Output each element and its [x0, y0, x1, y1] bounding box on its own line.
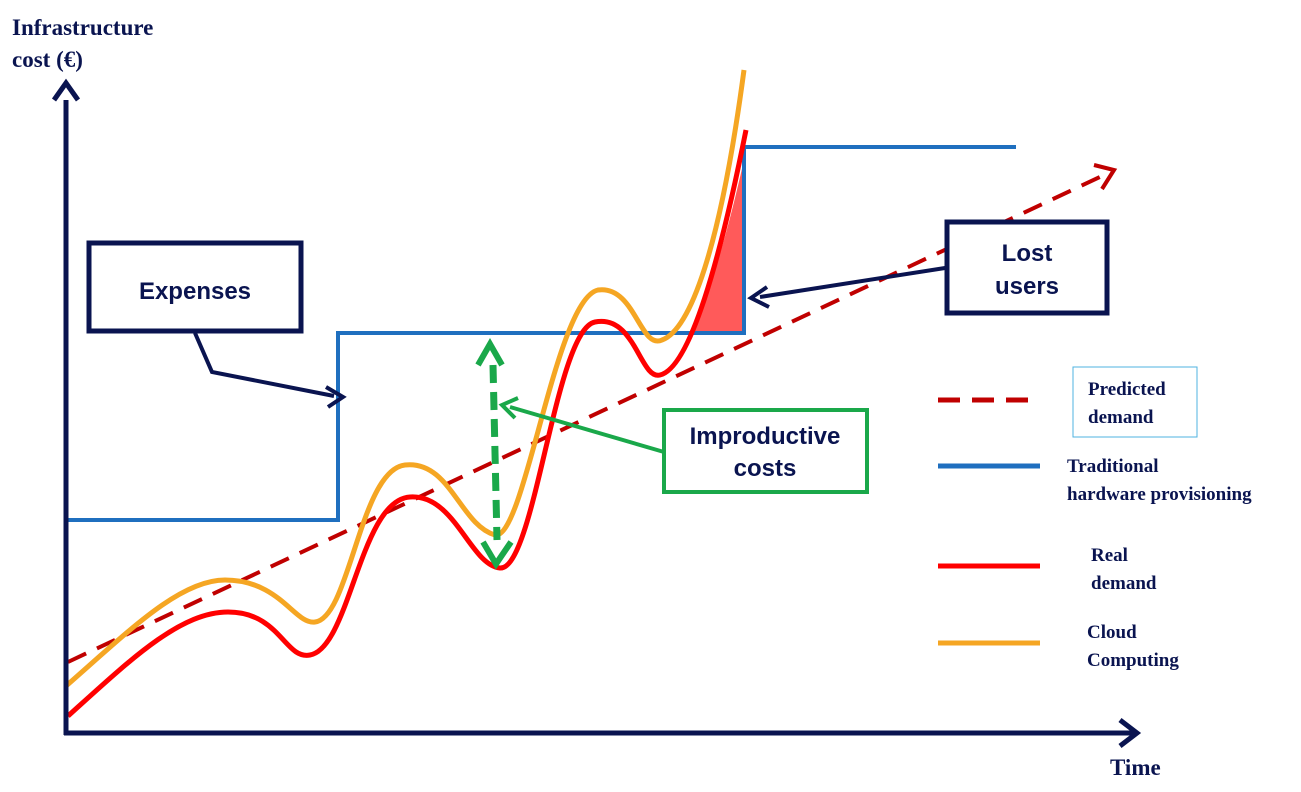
lost-users-label-line1: Lost: [1002, 240, 1053, 267]
legend-predicted-line1: Predicted: [1088, 379, 1166, 400]
improductive-arrowhead-top: [475, 337, 505, 367]
legend-real-line2: demand: [1091, 573, 1157, 594]
expenses-box: [86, 240, 304, 334]
x-axis-title: Time: [1110, 755, 1161, 780]
lost-users-area: [689, 160, 744, 333]
legend: Predicted demand Traditional hardware pr…: [938, 366, 1252, 671]
legend-real-line1: Real: [1091, 545, 1128, 566]
legend-traditional-line1: Traditional: [1067, 456, 1159, 477]
legend-cloud-line2: Computing: [1087, 650, 1179, 671]
y-axis-title-line1: Infrastructure: [12, 15, 153, 40]
lost-users-box: [944, 219, 1110, 316]
y-axis-title-line2: cost (€): [12, 47, 83, 72]
expenses-pointer-arrowhead: [324, 385, 347, 409]
legend-traditional-line2: hardware provisioning: [1067, 484, 1252, 505]
improductive-double-arrow: [489, 364, 501, 541]
improductive-label-line1: Improductive: [690, 423, 841, 450]
x-axis-arrowhead: [1118, 718, 1142, 748]
lost-users-pointer: [759, 266, 946, 299]
improductive-box: [662, 408, 869, 494]
improductive-arrowhead-bottom: [480, 540, 514, 570]
improductive-pointer: [509, 405, 665, 454]
y-axis-arrowhead: [51, 78, 81, 102]
improductive-label-line2: costs: [734, 455, 797, 482]
lost-users-label-line2: users: [995, 273, 1059, 300]
lost-users-pointer-arrowhead: [747, 285, 770, 309]
cloud-computing-line: [64, 69, 747, 688]
real-demand-line: [66, 129, 749, 718]
legend-predicted-box: [1072, 366, 1198, 438]
predicted-demand-arrowhead: [1093, 163, 1118, 191]
legend-predicted-line2: demand: [1088, 407, 1154, 428]
traditional-provisioning-line: [66, 145, 1016, 522]
improductive-pointer-arrowhead: [498, 396, 519, 420]
expenses-label: Expenses: [139, 278, 251, 305]
legend-cloud-line1: Cloud: [1087, 622, 1137, 643]
expenses-pointer: [193, 332, 335, 398]
